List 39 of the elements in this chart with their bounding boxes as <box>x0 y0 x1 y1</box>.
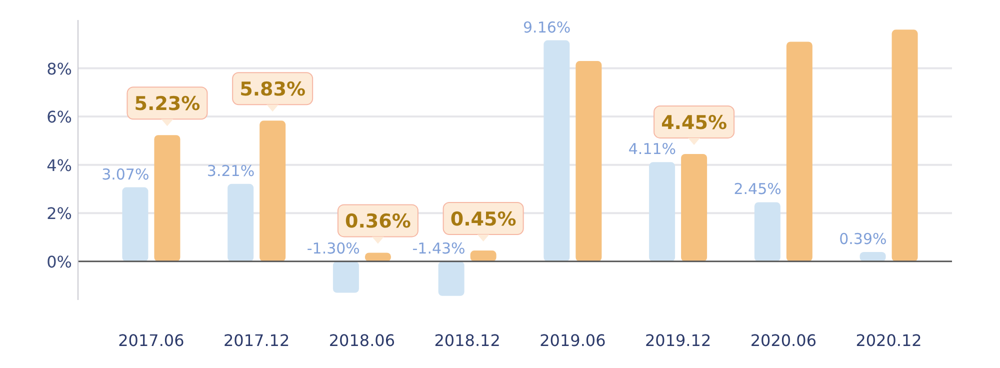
x-tick-label: 2017.06 <box>118 331 184 350</box>
data-label: -1.43% <box>412 239 466 258</box>
x-tick-label: 2018.12 <box>434 331 500 350</box>
bar <box>786 42 812 262</box>
x-tick-label: 2017.12 <box>224 331 290 350</box>
data-label: 5.23% <box>134 93 200 116</box>
bar <box>154 135 180 262</box>
x-tick-label: 2019.06 <box>540 331 606 350</box>
y-tick-label: 0% <box>46 252 72 272</box>
data-label: 0.36% <box>344 210 411 233</box>
data-label: 5.83% <box>240 78 306 101</box>
bar <box>754 202 780 262</box>
bar <box>649 162 676 262</box>
x-tick-label: 2020.12 <box>856 331 922 350</box>
bar <box>260 120 286 262</box>
y-tick-label: 6% <box>46 108 72 127</box>
data-label: 2.45% <box>734 180 782 198</box>
data-label: 3.07% <box>102 165 150 184</box>
bar <box>892 30 918 262</box>
bar <box>544 40 570 262</box>
data-label: 0.39% <box>839 230 887 248</box>
bar <box>576 61 602 262</box>
data-label: 4.45% <box>661 112 728 134</box>
bar <box>122 187 148 262</box>
data-label: 9.16% <box>523 18 571 36</box>
data-label: 4.11% <box>628 140 676 158</box>
y-tick-label: 4% <box>46 156 72 175</box>
x-tick-label: 2019.12 <box>644 331 712 350</box>
bar <box>332 261 359 293</box>
y-tick-label: 2% <box>46 204 72 224</box>
bar <box>681 154 708 262</box>
data-label: 3.21% <box>206 162 255 180</box>
bar <box>438 261 464 296</box>
data-label: 0.45% <box>450 208 516 231</box>
x-tick-label: 2020.06 <box>750 331 816 350</box>
data-label: -1.30% <box>306 239 360 258</box>
x-tick-label: 2018.06 <box>328 331 396 350</box>
bar <box>228 184 254 262</box>
y-tick-label: 8% <box>46 59 72 78</box>
